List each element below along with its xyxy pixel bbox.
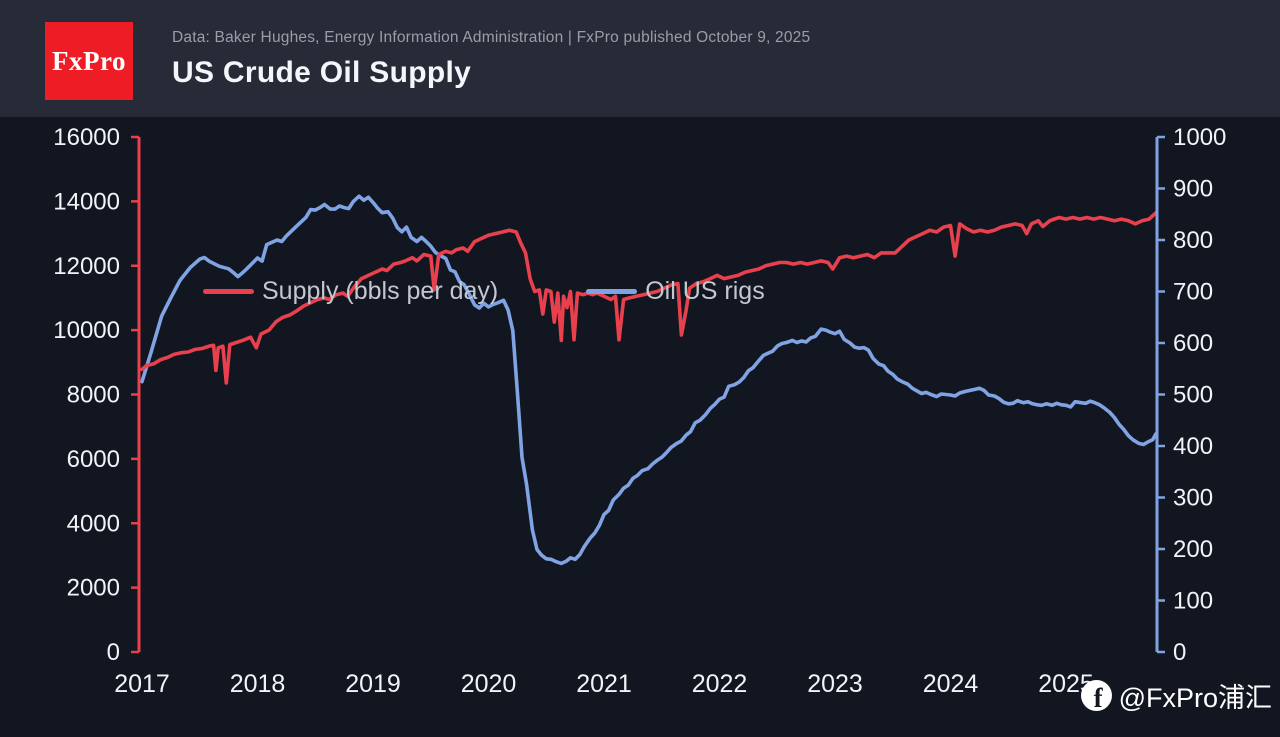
x-axis-tick-label: 2024 xyxy=(923,670,979,698)
legend-label-supply: Supply (bbls per day) xyxy=(262,277,499,305)
header-bar: FxPro Data: Baker Hughes, Energy Informa… xyxy=(0,0,1280,117)
left-axis-tick-label: 4000 xyxy=(67,510,120,537)
x-axis-tick-label: 2017 xyxy=(114,670,170,698)
legend-item-rigs: Oil US rigs xyxy=(586,277,765,306)
right-axis-tick-label: 700 xyxy=(1173,279,1213,306)
right-axis-tick-label: 1000 xyxy=(1173,124,1226,151)
right-axis-tick-label: 100 xyxy=(1173,588,1213,615)
right-axis-tick-label: 900 xyxy=(1173,176,1213,203)
source-line: Data: Baker Hughes, Energy Information A… xyxy=(172,29,811,46)
watermark-handle: @FxPro浦汇 xyxy=(1118,683,1272,713)
left-axis-tick-label: 10000 xyxy=(53,317,120,344)
series-line-supply xyxy=(140,210,1158,385)
page-title: US Crude Oil Supply xyxy=(172,56,472,89)
x-axis-tick-label: 2020 xyxy=(461,670,517,698)
x-axis-tick-label: 2021 xyxy=(576,670,632,698)
left-axis-tick-label: 2000 xyxy=(67,575,120,602)
left-axis-tick-label: 8000 xyxy=(67,382,120,409)
right-axis-tick-label: 400 xyxy=(1173,433,1213,460)
left-axis-tick-label: 14000 xyxy=(53,188,120,215)
x-axis-tick-label: 2023 xyxy=(807,670,863,698)
facebook-icon: f xyxy=(1080,680,1112,711)
left-axis-tick-label: 12000 xyxy=(53,253,120,280)
left-axis-tick-label: 0 xyxy=(107,639,120,666)
left-axis-tick-label: 6000 xyxy=(67,446,120,473)
right-axis-tick-label: 800 xyxy=(1173,227,1213,254)
x-axis-tick-label: 2022 xyxy=(692,670,748,698)
right-axis-tick-label: 300 xyxy=(1173,485,1213,512)
series-line-rigs xyxy=(140,194,1158,566)
right-axis-tick-label: 200 xyxy=(1173,536,1213,563)
legend-swatch-rigs xyxy=(586,289,638,294)
chart-area: Supply (bbls per day) Oil US rigs 0 2000 4… xyxy=(0,117,1280,732)
chart-legend: Supply (bbls per day) Oil US rigs xyxy=(203,277,765,306)
right-axis-tick-label: 600 xyxy=(1173,330,1213,357)
x-axis-tick-label: 2019 xyxy=(345,670,401,698)
right-axis-tick-label: 0 xyxy=(1173,639,1186,666)
right-axis-tick-label: 500 xyxy=(1173,382,1213,409)
legend-swatch-supply xyxy=(203,289,254,294)
legend-label-rigs: Oil US rigs xyxy=(645,277,765,305)
chart-canvas: 0 2000 4000 6000 8000 10000 12000 14000 16000 0 10… xyxy=(53,124,1226,698)
x-axis-tick-label: 2018 xyxy=(230,670,286,698)
fxpro-logo: FxPro xyxy=(45,22,133,100)
left-axis-tick-label: 16000 xyxy=(53,124,120,151)
logo-text: FxPro xyxy=(52,45,126,76)
header-text-block: Data: Baker Hughes, Energy Information A… xyxy=(172,29,810,90)
legend-item-supply: Supply (bbls per day) xyxy=(203,277,498,306)
watermark: f @FxPro浦汇 xyxy=(1080,676,1272,715)
